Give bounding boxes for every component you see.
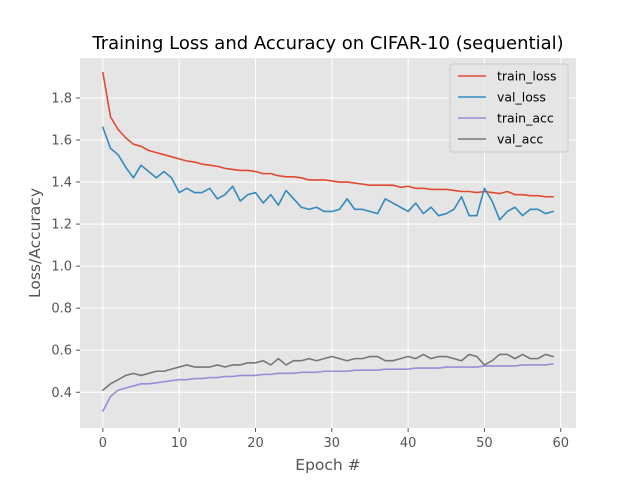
y-tick-label: 1.2 bbox=[51, 218, 72, 233]
y-tick-label: 1.6 bbox=[51, 133, 72, 148]
x-tick-label: 30 bbox=[324, 436, 341, 451]
axis-ticks: 0 10 20 30 40 50 60 0.4 0.6 0.8 1.0 1.2 1.4 1.6 1.8 bbox=[51, 91, 569, 451]
legend-label: train_loss bbox=[497, 69, 557, 84]
series-lines bbox=[102, 71, 554, 412]
y-tick-label: 1.8 bbox=[51, 91, 72, 106]
legend-label: train_acc bbox=[497, 111, 554, 126]
x-tick-label: 60 bbox=[552, 436, 569, 451]
series-val-loss-line bbox=[102, 126, 554, 221]
series-train-acc-line bbox=[102, 363, 554, 412]
y-tick-label: 0.6 bbox=[51, 344, 72, 359]
x-tick-label: 10 bbox=[171, 436, 188, 451]
y-tick-label: 1.4 bbox=[51, 176, 72, 191]
chart-title: Training Loss and Accuracy on CIFAR-10 (… bbox=[91, 33, 563, 54]
x-tick-label: 0 bbox=[99, 436, 107, 451]
x-tick-label: 40 bbox=[400, 436, 417, 451]
y-tick-label: 1.0 bbox=[51, 260, 72, 275]
x-tick-label: 50 bbox=[476, 436, 493, 451]
x-axis-label: Epoch # bbox=[295, 456, 360, 474]
legend-label: val_acc bbox=[497, 132, 543, 147]
series-train-loss-line bbox=[102, 71, 554, 198]
legend-label: val_loss bbox=[497, 90, 546, 105]
series-val-acc-line bbox=[102, 353, 554, 391]
legend: train_loss val_loss train_acc val_acc bbox=[449, 63, 569, 153]
legend-box bbox=[449, 63, 569, 153]
x-tick-label: 20 bbox=[247, 436, 264, 451]
y-tick-label: 0.4 bbox=[51, 386, 72, 401]
y-tick-label: 0.8 bbox=[51, 302, 72, 317]
y-axis-label: Loss/Accuracy bbox=[26, 188, 44, 298]
